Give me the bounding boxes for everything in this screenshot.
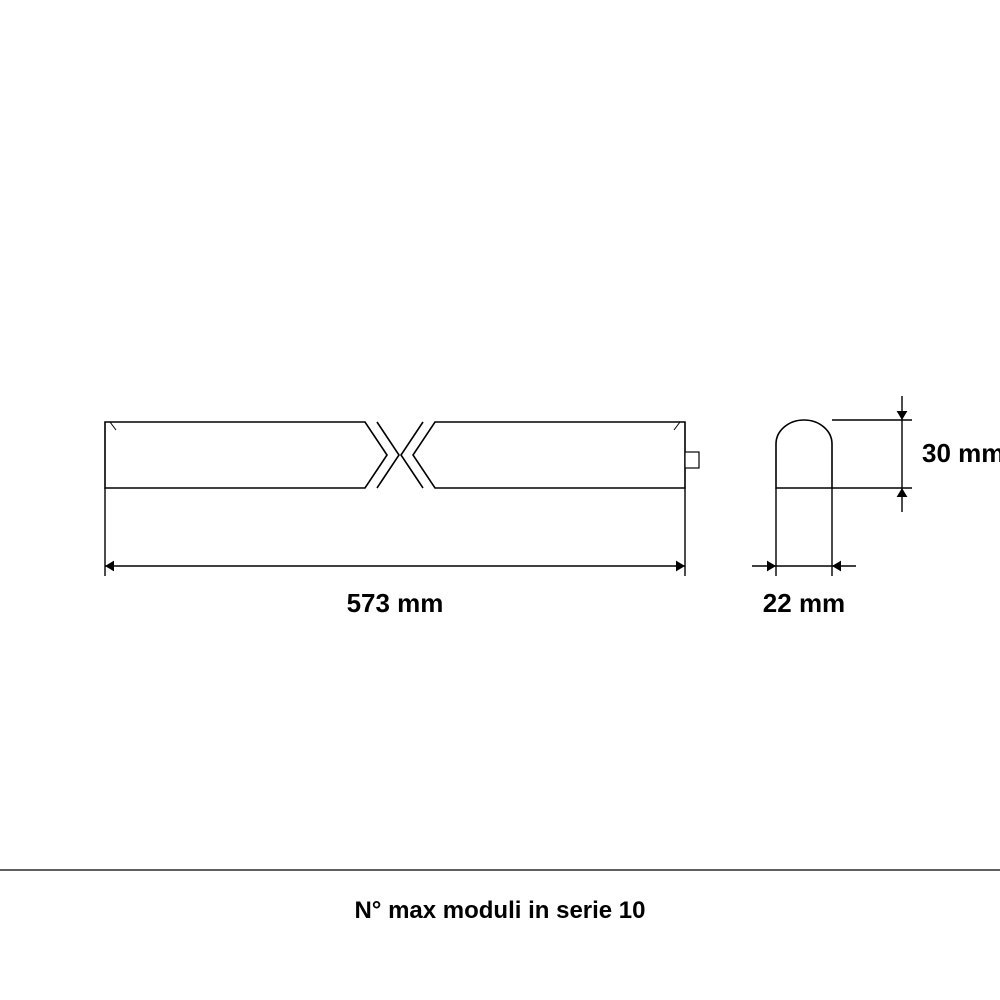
height-dimension-label: 30 mm xyxy=(922,438,1000,468)
technical-drawing: 573 mm 22 mm 30 mm N° max moduli in serie … xyxy=(0,0,1000,1000)
length-dimension-label: 573 mm xyxy=(347,588,444,618)
side-view xyxy=(776,420,832,488)
footer-text: N° max moduli in serie 10 xyxy=(354,897,645,924)
width-dimension-label: 22 mm xyxy=(763,588,845,618)
front-view xyxy=(105,422,699,488)
